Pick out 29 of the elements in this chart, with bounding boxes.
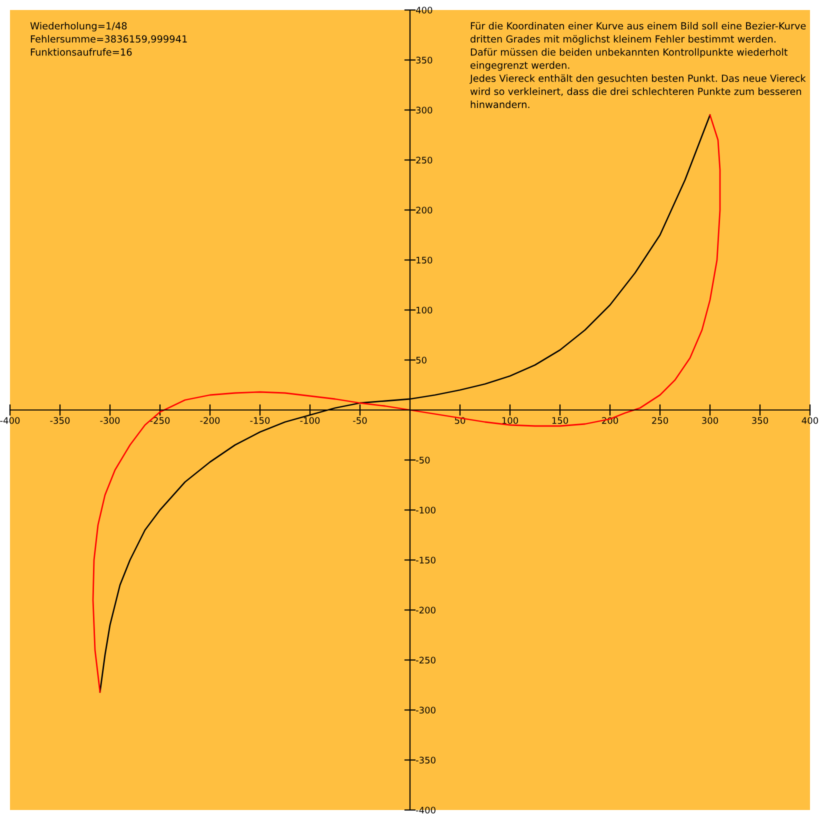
x-tick-label: 150 bbox=[552, 417, 568, 424]
x-tick-label: -50 bbox=[353, 417, 367, 424]
annotation: Für die Koordinaten einer Kurve aus einem Bild soll eine Bezier-Kurve dritten Grades mit möglichst kleinem Fehler bestimmt werden. Dafür müssen die beiden unbekannten Kontrollpunkte wiederholt eingegrenzt werden. Jedes Viereck enthält den gesuchten besten Punkt. Das neue Viereck wird so verkleinert, dass die drei schlechteren Punkte zum besseren hinwandern. bbox=[469, 22, 806, 108]
y-tick-label: 100 bbox=[416, 306, 432, 314]
y-tick-label: 350 bbox=[416, 56, 432, 64]
y-tick-label: -150 bbox=[416, 556, 436, 564]
y-tick-label: -250 bbox=[416, 656, 436, 664]
y-tick-label: -300 bbox=[416, 706, 436, 714]
x-tick-label: -150 bbox=[250, 417, 270, 424]
x-tick-label: 250 bbox=[652, 417, 668, 424]
y-tick-label: 50 bbox=[416, 356, 426, 364]
y-tick-label: -100 bbox=[416, 506, 436, 514]
y-tick-label: 200 bbox=[416, 206, 432, 214]
x-tick-label: 300 bbox=[702, 417, 718, 424]
y-tick-label: 150 bbox=[416, 256, 432, 264]
x-tick-label: -200 bbox=[200, 417, 220, 424]
y-tick-label: -200 bbox=[416, 606, 436, 614]
x-tick-label: 350 bbox=[752, 417, 768, 424]
x-tick-label: -300 bbox=[100, 417, 120, 424]
x-tick-label: 100 bbox=[502, 417, 518, 424]
x-tick-label: -350 bbox=[50, 417, 70, 424]
annotation: Wiederholung=1/48 Fehlersumme=3836159,999941 Funktionsaufrufe=16 bbox=[30, 22, 187, 56]
y-tick-label: 250 bbox=[416, 156, 432, 164]
x-tick-label: -100 bbox=[300, 417, 320, 424]
y-tick-label: 300 bbox=[416, 106, 432, 114]
y-tick-label: -50 bbox=[416, 456, 430, 464]
x-tick-label: -400 bbox=[0, 417, 20, 424]
x-tick-label: -250 bbox=[150, 417, 170, 424]
y-tick-label: -350 bbox=[416, 756, 436, 764]
